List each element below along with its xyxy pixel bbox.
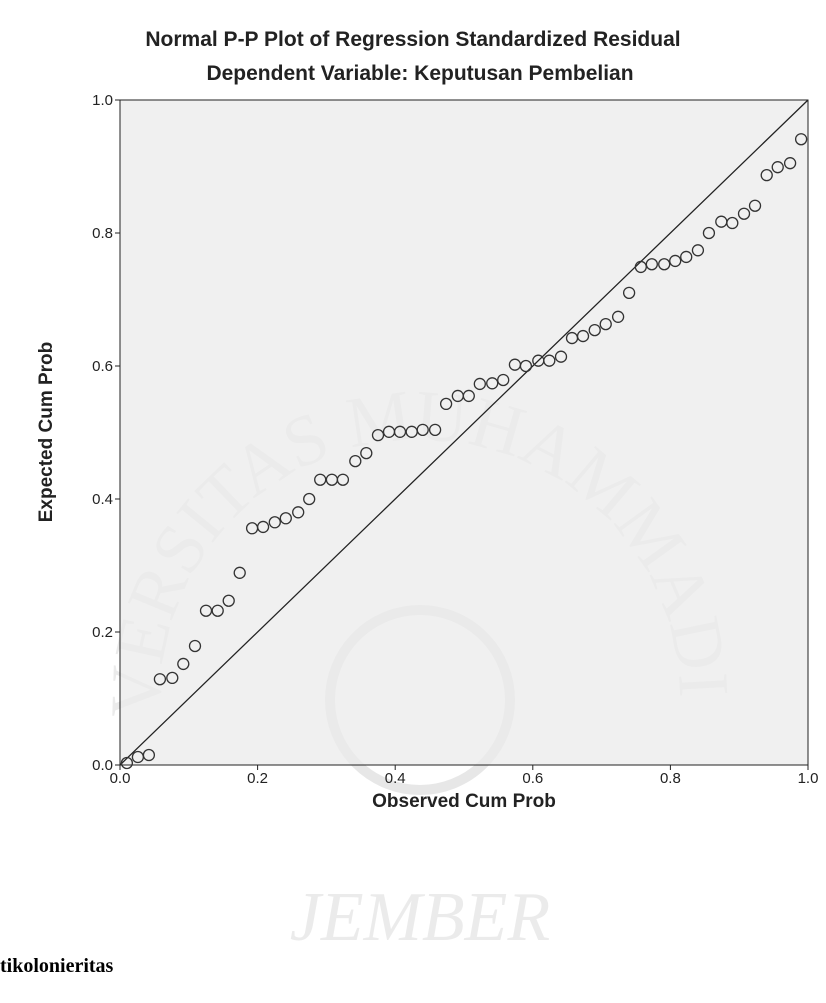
point <box>737 207 751 220</box>
point <box>726 216 739 230</box>
point <box>303 492 316 506</box>
point <box>599 317 612 331</box>
point <box>153 673 167 686</box>
point <box>691 244 705 257</box>
point <box>233 566 246 579</box>
point <box>439 397 453 411</box>
point <box>702 226 716 240</box>
x-tick-label: 0.0 <box>110 770 131 787</box>
watermark-bottom-text: JEMBER <box>290 879 550 956</box>
point <box>783 157 797 170</box>
footer-heading: tikolonieritas <box>0 955 114 977</box>
point <box>199 604 213 617</box>
y-tick-label: 1.0 <box>92 92 113 109</box>
point <box>554 350 568 363</box>
x-axis-label: Observed Cum Prob <box>372 791 556 812</box>
point <box>268 516 281 529</box>
point <box>771 161 784 174</box>
y-tick-label: 0.6 <box>92 358 113 375</box>
point <box>177 657 190 671</box>
point <box>462 389 475 403</box>
point <box>576 329 590 343</box>
point <box>166 671 179 685</box>
point <box>645 258 658 271</box>
x-tick-label: 0.6 <box>522 770 543 787</box>
point <box>669 254 682 268</box>
point <box>371 429 385 442</box>
point <box>588 323 601 337</box>
point <box>120 756 134 770</box>
y-tick-label: 0.4 <box>92 491 113 508</box>
x-tick-label: 0.2 <box>247 770 268 787</box>
point <box>760 168 773 182</box>
point <box>360 446 373 460</box>
point <box>211 604 224 617</box>
point <box>748 199 762 212</box>
point <box>142 748 156 762</box>
point <box>794 133 808 146</box>
y-tick-label: 0.8 <box>92 225 113 242</box>
point <box>336 473 350 486</box>
chart-title: Normal P-P Plot of Regression Standardiz… <box>145 28 680 51</box>
point <box>428 423 442 436</box>
point <box>519 359 533 373</box>
point <box>680 250 693 264</box>
y-tick-label: 0.2 <box>92 624 113 641</box>
x-tick-label: 1.0 <box>798 770 819 787</box>
point <box>473 377 486 391</box>
point <box>279 512 292 525</box>
point <box>256 520 270 534</box>
point <box>543 354 556 367</box>
point <box>658 258 671 271</box>
point <box>486 377 499 390</box>
reference-line <box>119 99 809 766</box>
y-axis-label: Expected Cum Prob <box>36 342 57 523</box>
point <box>292 506 305 519</box>
point <box>188 639 202 653</box>
x-tick-label: 0.4 <box>385 770 406 787</box>
point <box>222 594 235 607</box>
point <box>393 425 407 438</box>
point <box>416 423 429 436</box>
point <box>497 373 510 387</box>
point <box>349 454 362 468</box>
y-tick-label: 0.0 <box>92 757 113 774</box>
chart-subtitle: Dependent Variable: Keputusan Pembelian <box>206 62 633 85</box>
point <box>622 286 636 300</box>
x-tick-label: 0.8 <box>660 770 681 787</box>
point <box>611 310 625 323</box>
point <box>314 473 327 486</box>
